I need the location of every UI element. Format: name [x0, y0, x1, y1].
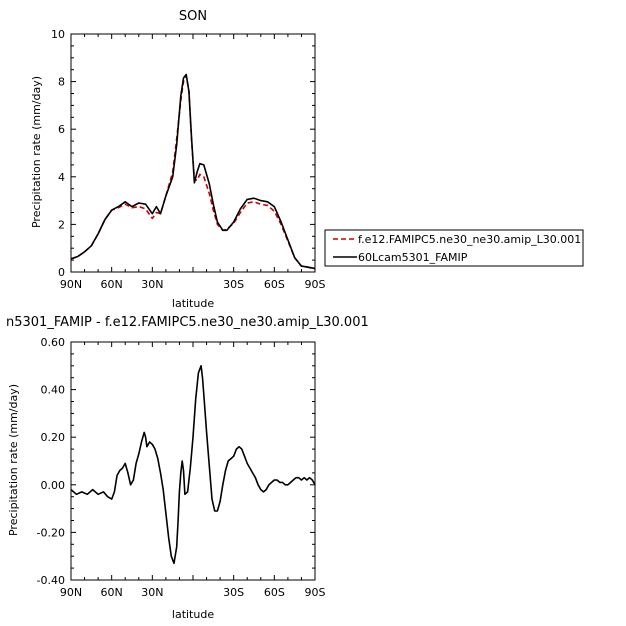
y-tick-label: 0.00: [41, 479, 66, 492]
y-tick-label: -0.20: [37, 526, 65, 539]
y-tick-label: 0.20: [41, 431, 66, 444]
x-tick-label: 60S: [264, 278, 285, 291]
chart-2-series-1-line: [70, 364, 316, 565]
legend-box: [324, 229, 584, 267]
y-tick-label: 2: [58, 218, 65, 231]
x-tick-label: 60N: [101, 586, 123, 599]
y-tick-label: 0.40: [41, 384, 66, 397]
legend-label-series-2: 60Lcam5301_FAMIP: [358, 251, 468, 264]
y-tick-label: 0.60: [41, 336, 66, 349]
y-tick-label: -0.40: [37, 574, 65, 587]
chart-2-plot-frame: [70, 341, 316, 581]
chart-2-plot: 90N 60N 30N 30S 60S 90S -0.40 -0.20 0.00 0.20 0.40…: [37, 336, 326, 599]
x-tick-label: 90S: [305, 278, 326, 291]
chart-2-title: n5301_FAMIP - f.e12.FAMIPC5.ne30_ne30.am…: [6, 315, 369, 330]
x-tick-label: 30N: [141, 586, 163, 599]
x-tick-label: 30S: [223, 278, 244, 291]
x-tick-label: 90S: [305, 586, 326, 599]
chart-2-y-axis-label: Precipitation rate (mm/day): [7, 384, 20, 536]
legend-label-series-1: f.e12.FAMIPC5.ne30_ne30.amip_L30.001: [358, 233, 581, 246]
chart-1-title: SON: [179, 9, 207, 24]
chart-1-x-axis-label: latitude: [172, 297, 214, 310]
x-tick-label: 90N: [60, 278, 82, 291]
chart-1-series-2-line: [70, 73, 316, 270]
y-tick-label: 6: [58, 123, 65, 136]
chart-1-legend: f.e12.FAMIPC5.ne30_ne30.amip_L30.001 60L…: [324, 229, 584, 267]
y-tick-label: 10: [51, 28, 65, 41]
chart-2-x-axis-label: latitude: [172, 608, 214, 621]
x-tick-label: 30S: [223, 586, 244, 599]
x-tick-label: 60S: [264, 586, 285, 599]
y-tick-label: 0: [58, 266, 65, 279]
x-tick-label: 60N: [101, 278, 123, 291]
y-tick-label: 4: [58, 171, 65, 184]
x-tick-label: 30N: [141, 278, 163, 291]
chart-1-y-axis-label: Precipitation rate (mm/day): [30, 76, 43, 228]
y-tick-label: 8: [58, 76, 65, 89]
chart-1-plot: 90N 60N 30N 30S 60S 90S 0 2 4 6 8 10: [51, 28, 326, 291]
x-tick-label: 90N: [60, 586, 82, 599]
